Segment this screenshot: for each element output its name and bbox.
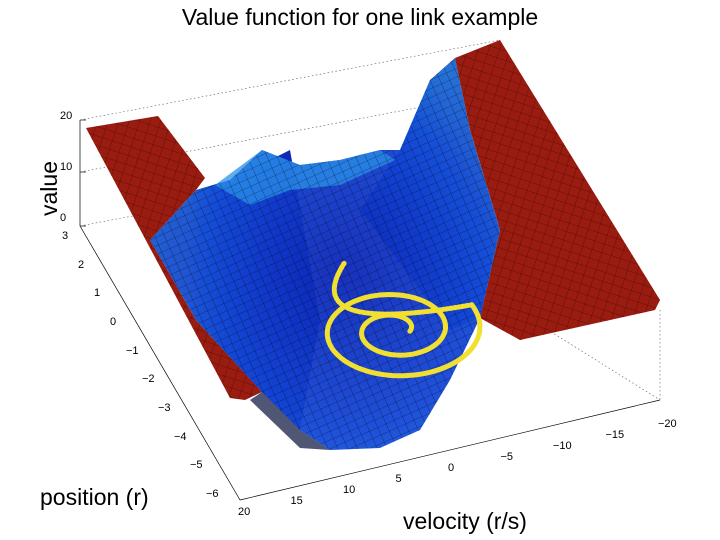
y-tick-label: −6 xyxy=(206,488,219,500)
x-tick-label: −5 xyxy=(500,451,514,463)
x-tick-label: 0 xyxy=(448,462,455,474)
x-tick-label: −15 xyxy=(605,429,625,441)
y-tick-label: 2 xyxy=(78,258,85,271)
x-axis-label: velocity (r/s) xyxy=(403,508,527,534)
x-tick-label: −10 xyxy=(553,440,572,452)
chart-title: Value function for one link example xyxy=(181,4,539,30)
y-axis-label: position (r) xyxy=(40,484,149,510)
z-tick-label: 20 xyxy=(60,110,73,122)
z-tick-label: 0 xyxy=(60,212,67,224)
x-tick-label: −20 xyxy=(658,418,677,430)
y-tick-label: −1 xyxy=(126,344,139,357)
z-axis-label: value xyxy=(36,161,62,216)
trajectory-tail xyxy=(331,259,475,317)
y-tick-label: 0 xyxy=(110,316,117,328)
y-tick-label: −3 xyxy=(158,402,171,414)
y-tick-label: 1 xyxy=(94,287,101,300)
x-tick-label: 10 xyxy=(343,484,356,496)
y-tick-label: −4 xyxy=(174,430,187,443)
y-tick-label: −2 xyxy=(142,373,155,386)
y-tick-label: −5 xyxy=(190,459,203,472)
y-tick-label: 3 xyxy=(62,230,69,242)
z-tick-label: 10 xyxy=(60,161,73,173)
x-tick-label: 15 xyxy=(290,495,303,507)
x-tick-label: 20 xyxy=(238,506,251,518)
x-tick-label: 5 xyxy=(395,473,402,485)
